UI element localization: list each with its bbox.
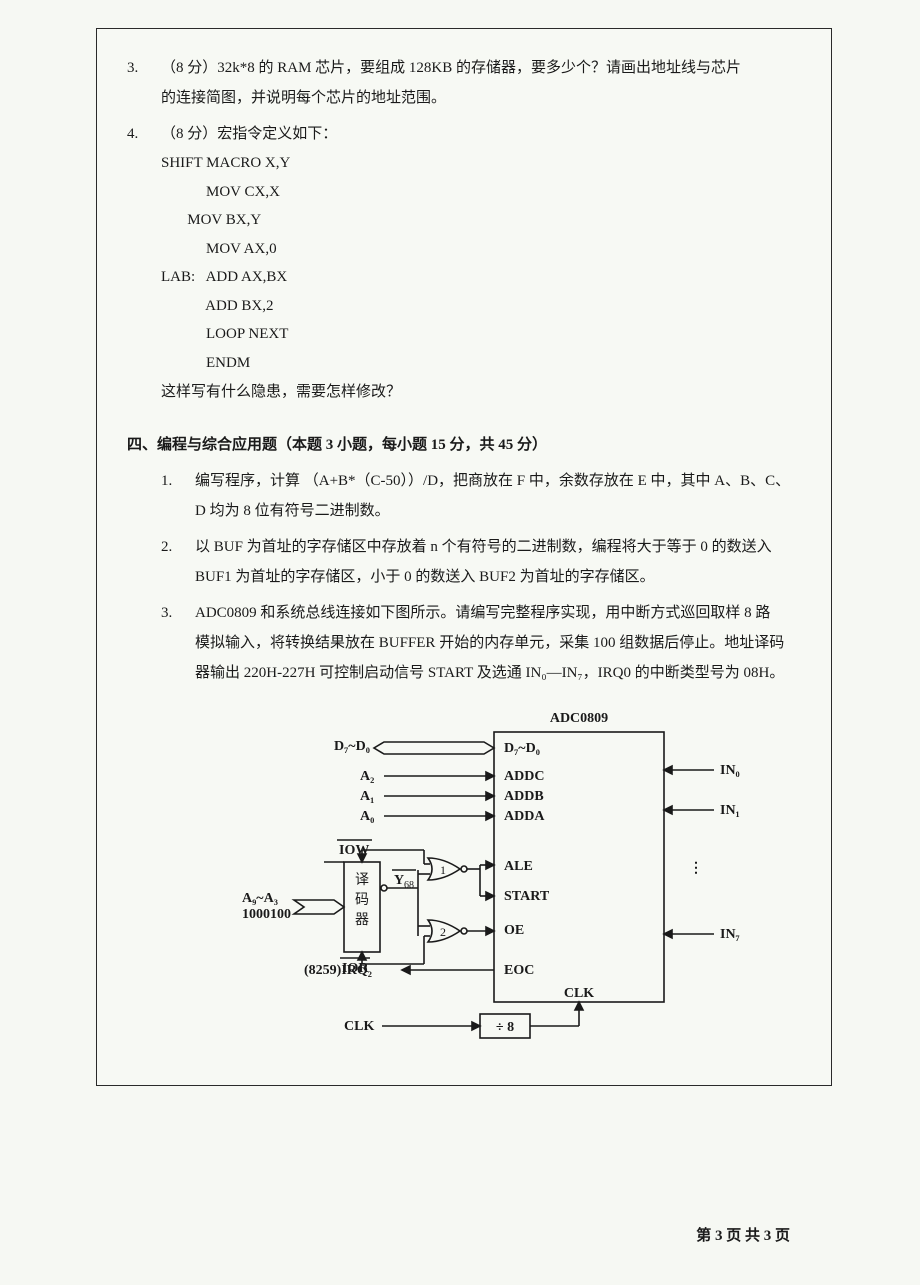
svg-text:IN₀: IN₀ [720,763,740,778]
svg-text:OE: OE [504,923,524,938]
svg-text:CLK: CLK [344,1019,374,1034]
svg-text:A₉~A₃: A₉~A₃ [242,891,278,906]
svg-text:EOC: EOC [504,963,534,978]
s4-q2-l2: BUF1 为首址的字存储区，小于 0 的数送入 BUF2 为首址的字存储区。 [195,569,655,585]
code-l7: LOOP NEXT [161,326,288,342]
code-l4: MOV AX,0 [161,241,277,257]
svg-text:2: 2 [440,925,446,939]
s4-q3-body: ADC0809 和系统总线连接如下图所示。请编写完整程序实现，用中断方式巡回取样… [195,598,801,688]
q3-number: 3. [127,53,161,113]
svg-text:器: 器 [355,913,369,928]
s4-q1-body: 编写程序，计算 （A+B*（C-50））/D，把商放在 F 中，余数存放在 E … [195,466,801,526]
svg-text:START: START [504,889,550,904]
svg-text:ADDB: ADDB [504,789,544,804]
content-frame: 3. （8 分）32k*8 的 RAM 芯片，要组成 128KB 的存储器，要多… [96,28,832,1086]
svg-text:IN₁: IN₁ [720,803,740,818]
q4-tail: 这样写有什么隐患，需要怎样修改？ [161,384,401,400]
s4-q1-l2: D 均为 8 位有符号二进制数。 [195,503,390,519]
s4-q1: 1. 编写程序，计算 （A+B*（C-50））/D，把商放在 F 中，余数存放在… [127,466,801,526]
q3-line1: （8 分）32k*8 的 RAM 芯片，要组成 128KB 的存储器，要多少个？… [161,60,741,76]
svg-text:A₂: A₂ [360,769,374,784]
s4-q3-num: 3. [161,598,195,688]
svg-text:Y: Y [394,873,404,888]
svg-text:ADDC: ADDC [504,769,544,784]
s4-q1-num: 1. [161,466,195,526]
question-3: 3. （8 分）32k*8 的 RAM 芯片，要组成 128KB 的存储器，要多… [127,53,801,113]
svg-text:68: 68 [404,880,414,891]
s4-q3-l3: 器输出 220H-227H 可控制启动信号 START 及选通 IN₀—IN₇，… [195,665,784,681]
circuit-svg: ADC0809 D₇~D₀ ADDC ADDB ADDA ALE START O… [184,702,744,1042]
s4-q1-l1: 编写程序，计算 （A+B*（C-50））/D，把商放在 F 中，余数存放在 E … [195,473,790,489]
code-l2: MOV CX,X [161,184,280,200]
question-4: 4. （8 分）宏指令定义如下： SHIFT MACRO X,Y MOV CX,… [127,119,801,407]
s4-q2: 2. 以 BUF 为首址的字存储区中存放着 n 个有符号的二进制数，编程将大于等… [127,532,801,592]
s4-q3-l2: 模拟输入，将转换结果放在 BUFFER 开始的内存单元，采集 100 组数据后停… [195,635,784,651]
chip-title: ADC0809 [550,711,608,726]
q4-line1: （8 分）宏指令定义如下： [161,126,337,142]
page-footer: 第 3 页 共 3 页 [696,1224,790,1245]
svg-text:D₇~D₀: D₇~D₀ [504,741,540,756]
s4-q2-body: 以 BUF 为首址的字存储区中存放着 n 个有符号的二进制数，编程将大于等于 0… [195,532,801,592]
svg-text:1000100: 1000100 [242,907,291,922]
q3-line2: 的连接简图，并说明每个芯片的地址范围。 [161,90,446,106]
s4-q2-l1: 以 BUF 为首址的字存储区中存放着 n 个有符号的二进制数，编程将大于等于 0… [195,539,772,555]
s4-q3-l1: ADC0809 和系统总线连接如下图所示。请编写完整程序实现，用中断方式巡回取样… [195,605,770,621]
svg-text:÷ 8: ÷ 8 [496,1020,514,1035]
section4-title: 四、编程与综合应用题（本题 3 小题，每小题 15 分，共 45 分） [127,433,801,454]
svg-text:D₇~D₀: D₇~D₀ [334,739,370,754]
svg-text:1: 1 [440,863,446,877]
svg-text:⋮: ⋮ [689,861,703,876]
svg-text:IN₇: IN₇ [720,927,740,942]
q3-body: （8 分）32k*8 的 RAM 芯片，要组成 128KB 的存储器，要多少个？… [161,53,801,113]
q4-body: （8 分）宏指令定义如下： SHIFT MACRO X,Y MOV CX,X M… [161,119,801,407]
q4-number: 4. [127,119,161,407]
code-l6: ADD BX,2 [161,298,274,314]
svg-text:ALE: ALE [504,859,533,874]
s4-q3: 3. ADC0809 和系统总线连接如下图所示。请编写完整程序实现，用中断方式巡… [127,598,801,688]
svg-text:码: 码 [355,892,369,908]
code-l8: ENDM [161,355,250,371]
page: 3. （8 分）32k*8 的 RAM 芯片，要组成 128KB 的存储器，要多… [0,0,920,1285]
svg-text:A₀: A₀ [360,809,374,824]
svg-text:ADDA: ADDA [504,809,545,824]
svg-text:A₁: A₁ [360,789,374,804]
code-l1: SHIFT MACRO X,Y [161,155,290,171]
q4-code: SHIFT MACRO X,Y MOV CX,X MOV BX,Y MOV AX… [161,149,801,377]
adc0809-diagram: ADC0809 D₇~D₀ ADDC ADDB ADDA ALE START O… [127,702,801,1042]
svg-text:CLK: CLK [564,986,594,1001]
code-l5: LAB: ADD AX,BX [161,269,287,285]
code-l3: MOV BX,Y [161,212,261,228]
svg-text:(8259)IRQ₂: (8259)IRQ₂ [304,963,372,978]
s4-q2-num: 2. [161,532,195,592]
svg-text:译: 译 [355,872,369,888]
